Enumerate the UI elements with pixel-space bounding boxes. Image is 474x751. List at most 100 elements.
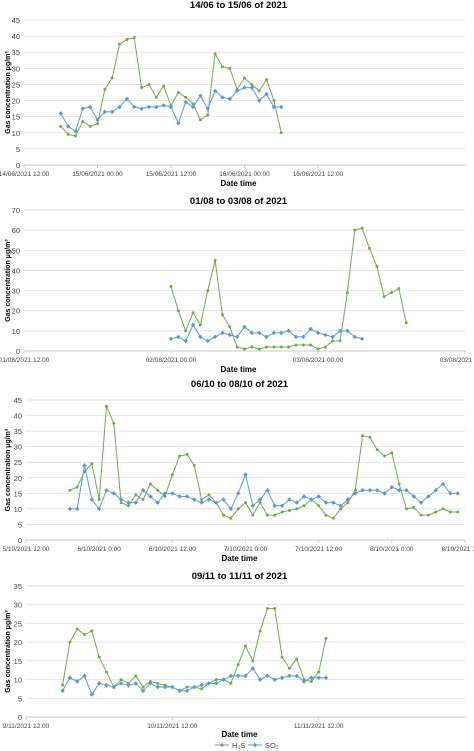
- data-point: [279, 503, 285, 509]
- data-point: [251, 659, 255, 663]
- data-point: [198, 334, 203, 340]
- y-tick-label: 15: [14, 489, 22, 498]
- data-point: [295, 657, 299, 661]
- data-point: [273, 606, 277, 610]
- data-point: [154, 95, 158, 99]
- data-point: [315, 330, 321, 336]
- data-point: [243, 472, 248, 477]
- data-point: [59, 124, 63, 128]
- y-tick-label: 15: [14, 657, 22, 666]
- y-tick-label: 30: [12, 287, 20, 296]
- data-point: [383, 454, 387, 458]
- data-point: [220, 65, 224, 69]
- data-point: [280, 510, 284, 514]
- y-tick-label: 15: [12, 113, 20, 122]
- data-point: [272, 677, 278, 682]
- data-point: [338, 503, 343, 509]
- data-point: [104, 487, 109, 493]
- y-tick-label: 70: [12, 206, 20, 215]
- data-point: [191, 311, 195, 315]
- data-point: [73, 134, 77, 138]
- y-tick-label: 20: [14, 638, 22, 647]
- y-tick-label: 10: [14, 676, 22, 685]
- data-point: [287, 508, 291, 512]
- data-point: [360, 487, 365, 493]
- data-point: [155, 684, 160, 690]
- data-point: [176, 334, 181, 340]
- data-point: [382, 491, 387, 496]
- data-point: [352, 491, 358, 496]
- data-point: [345, 291, 349, 295]
- data-point: [367, 246, 371, 250]
- data-point: [119, 501, 123, 505]
- chart-1: 14/06 to 15/06 of 2021 0 5 10 15 20 25 30 35 40 45…: [0, 0, 465, 188]
- x-axis-title: Date time: [221, 554, 258, 563]
- y-tick-label: 30: [14, 443, 22, 452]
- data-point: [184, 329, 188, 333]
- data-point: [418, 500, 424, 505]
- data-point: [170, 491, 175, 496]
- legend-label: SO₂: [265, 741, 279, 750]
- data-point: [161, 103, 166, 108]
- data-point: [265, 345, 269, 349]
- data-point: [441, 507, 445, 511]
- data-point: [235, 673, 241, 679]
- data-point: [257, 497, 263, 502]
- data-point: [316, 494, 321, 499]
- data-point: [316, 347, 320, 351]
- data-point: [426, 494, 431, 499]
- y-tick-label: 30: [12, 64, 20, 73]
- data-point: [323, 345, 327, 349]
- data-point: [104, 682, 109, 688]
- data-point: [176, 91, 180, 94]
- data-point: [214, 678, 218, 682]
- data-point: [198, 323, 202, 327]
- data-point: [301, 679, 307, 684]
- y-tick-label: 10: [12, 327, 20, 336]
- data-point: [185, 452, 189, 456]
- data-point: [95, 117, 100, 123]
- chart-title: 06/10 to 08/10 of 2021: [191, 379, 289, 390]
- data-point: [68, 488, 72, 492]
- data-point: [184, 688, 190, 694]
- data-point: [257, 677, 263, 682]
- data-point: [140, 86, 144, 90]
- data-point: [205, 106, 211, 111]
- x-tick-label: 03/08/2021 12:00: [440, 357, 474, 364]
- data-point: [375, 264, 379, 268]
- data-point: [279, 675, 285, 680]
- data-point: [375, 448, 379, 452]
- series-line: [62, 667, 326, 696]
- data-point: [279, 345, 283, 349]
- data-point: [404, 507, 408, 511]
- y-tick-label: 25: [14, 619, 22, 628]
- y-tick-label: 0: [16, 161, 20, 170]
- data-point: [455, 491, 460, 496]
- data-point: [199, 682, 204, 688]
- data-point: [88, 124, 92, 128]
- legend-item-h2s: H₂S: [215, 741, 245, 750]
- data-point: [272, 503, 278, 509]
- data-point: [426, 513, 430, 517]
- data-point: [287, 673, 292, 679]
- legend-item-so2: SO₂: [248, 741, 279, 750]
- data-point: [419, 513, 423, 517]
- data-point: [146, 104, 152, 110]
- data-point: [221, 497, 226, 502]
- data-point: [308, 326, 313, 332]
- data-point: [235, 345, 239, 349]
- y-tick-label: 35: [12, 48, 20, 57]
- data-point: [258, 501, 262, 505]
- series-so2: [168, 322, 365, 344]
- data-point: [125, 37, 129, 41]
- data-point: [177, 494, 182, 499]
- data-point: [295, 507, 299, 511]
- data-point: [256, 330, 262, 336]
- x-tick-label: 14/06/2021 12:00: [0, 171, 50, 178]
- data-point: [176, 309, 180, 313]
- data-point: [243, 347, 246, 351]
- x-tick-label: 15/06/2021 00:00: [72, 171, 123, 178]
- data-point: [264, 91, 269, 97]
- x-tick-label: 01/08/2021 12:00: [0, 357, 50, 364]
